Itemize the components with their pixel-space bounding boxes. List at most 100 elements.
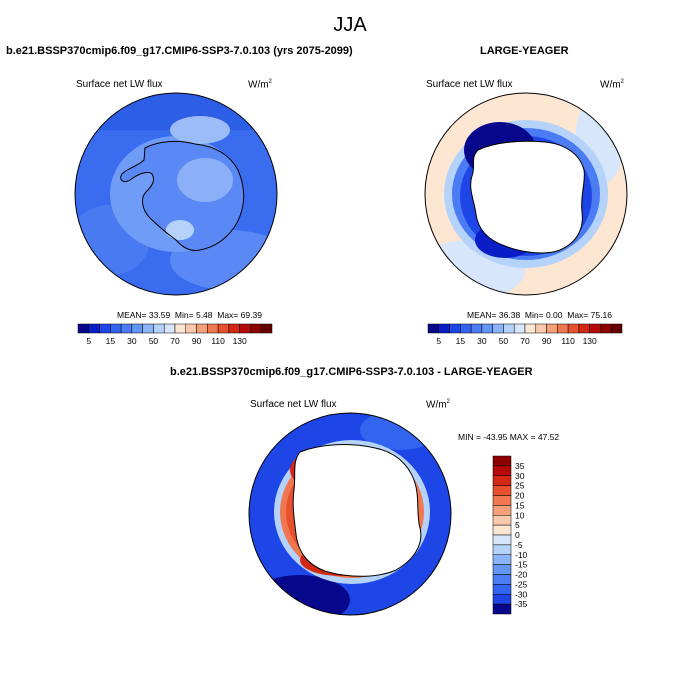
colorbar-tick-label: -5 xyxy=(515,540,523,550)
colorbar-tick-label: 30 xyxy=(515,471,525,481)
panel3-variable: Surface net LW flux xyxy=(250,399,337,410)
colorbar-tick-label: 15 xyxy=(106,336,116,346)
colorbar-tick-label: 110 xyxy=(561,336,575,346)
colorbar-swatch xyxy=(228,323,240,334)
colorbar-swatch xyxy=(131,323,143,334)
colorbar-swatch xyxy=(153,323,165,334)
colorbar-swatch xyxy=(185,323,197,334)
colorbar-swatch xyxy=(600,323,612,334)
panel1-title: b.e21.BSSP370cmip6.f09_g17.CMIP6-SSP3-7.… xyxy=(6,45,353,57)
colorbar-swatch xyxy=(578,323,590,334)
colorbar-panel2: 5 15 30 50 70 90 110 130 xyxy=(427,323,623,346)
colorbar-tick-label: 35 xyxy=(515,461,525,471)
colorbar-swatch xyxy=(492,524,512,536)
colorbar-swatch xyxy=(492,584,512,595)
colorbar-swatch xyxy=(589,323,601,334)
colorbar-swatch xyxy=(492,554,512,565)
panel2-units: W/m2 xyxy=(600,79,624,91)
colorbar-swatch xyxy=(524,323,537,334)
colorbar-swatch xyxy=(492,495,512,506)
colorbar-swatch xyxy=(492,534,512,546)
colorbar-swatch xyxy=(610,323,623,334)
colorbar-tick-label: -35 xyxy=(515,599,528,609)
colorbar-tick-label: 50 xyxy=(499,336,509,346)
figure-title: JJA xyxy=(333,14,367,36)
colorbar-tick-label: 15 xyxy=(456,336,466,346)
panel3-units: W/m2 xyxy=(426,399,450,411)
colorbar-swatch xyxy=(449,323,461,334)
colorbar-swatch xyxy=(460,323,472,334)
colorbar-swatch xyxy=(513,323,526,334)
colorbar-tick-label: -10 xyxy=(515,550,528,560)
colorbar-tick-label: 15 xyxy=(515,500,525,510)
panel2-stats: MEAN= 36.38 Min= 0.00 Max= 75.16 xyxy=(467,310,612,320)
colorbar-tick-label: -30 xyxy=(515,589,528,599)
colorbar-swatch xyxy=(492,475,512,486)
colorbar-tick-label: 90 xyxy=(542,336,552,346)
colorbar-swatch xyxy=(492,594,512,605)
colorbar-swatch xyxy=(239,323,251,334)
colorbar-tick-label: 130 xyxy=(233,336,247,346)
colorbar-tick-label: 0 xyxy=(515,530,520,540)
colorbar-panel1: 5 15 30 50 70 90 110 130 xyxy=(77,323,273,346)
colorbar-swatch xyxy=(99,323,111,334)
panel2-map xyxy=(424,92,628,296)
panel2-title: LARGE-YEAGER xyxy=(480,45,569,57)
colorbar-tick-label: -25 xyxy=(515,579,528,589)
colorbar-tick-label: 130 xyxy=(583,336,597,346)
colorbar-swatch xyxy=(120,323,133,334)
colorbar-swatch xyxy=(207,323,219,334)
colorbar-swatch xyxy=(503,323,515,334)
panel3-minmax: MIN = -43.95 MAX = 47.52 xyxy=(458,432,560,442)
colorbar-swatch xyxy=(557,323,569,334)
colorbar-swatch xyxy=(492,485,512,496)
colorbar-swatch xyxy=(427,323,440,334)
panel3-title: b.e21.BSSP370cmip6.f09_g17.CMIP6-SSP3-7.… xyxy=(170,366,533,378)
colorbar-tick-label: 110 xyxy=(211,336,225,346)
colorbar-swatch xyxy=(142,323,154,334)
colorbar-tick-label: -20 xyxy=(515,570,528,580)
colorbar-tick-label: 20 xyxy=(515,491,525,501)
panel1-map xyxy=(74,92,278,296)
colorbar-swatch xyxy=(174,323,187,334)
colorbar-tick-label: 25 xyxy=(515,481,525,491)
panel1-units: W/m2 xyxy=(248,79,272,91)
colorbar-tick-label: 30 xyxy=(127,336,137,346)
panel1-stats: MEAN= 33.59 Min= 5.48 Max= 69.39 xyxy=(117,310,262,320)
colorbar-tick-label: 90 xyxy=(192,336,202,346)
colorbar-swatch xyxy=(492,564,512,575)
colorbar-tick-label: 5 xyxy=(515,520,520,530)
colorbar-swatch xyxy=(567,323,580,334)
colorbar-swatch xyxy=(535,323,547,334)
colorbar-swatch xyxy=(492,323,504,334)
colorbar-swatch xyxy=(546,323,558,334)
colorbar-tick-label: 70 xyxy=(170,336,180,346)
colorbar-swatch xyxy=(470,323,483,334)
panel2-variable: Surface net LW flux xyxy=(426,79,513,90)
colorbar-swatch xyxy=(492,603,512,615)
colorbar-swatch xyxy=(492,455,512,467)
colorbar-swatch xyxy=(492,515,512,526)
colorbar-swatch xyxy=(492,574,512,585)
colorbar-tick-label: 70 xyxy=(520,336,530,346)
colorbar-swatch xyxy=(260,323,273,334)
colorbar-tick-label: 30 xyxy=(477,336,487,346)
colorbar-swatch xyxy=(163,323,176,334)
colorbar-swatch xyxy=(77,323,90,334)
colorbar-tick-label: -15 xyxy=(515,560,528,570)
colorbar-swatch xyxy=(88,323,100,334)
colorbar-swatch xyxy=(492,544,512,555)
colorbar-tick-label: 5 xyxy=(436,336,441,346)
colorbar-swatch xyxy=(217,323,230,334)
colorbar-tick-label: 5 xyxy=(86,336,91,346)
colorbar-swatch xyxy=(492,465,512,476)
colorbar-swatch xyxy=(110,323,122,334)
colorbar-swatch xyxy=(438,323,450,334)
colorbar-swatch xyxy=(250,323,262,334)
colorbar-tick-label: 50 xyxy=(149,336,159,346)
colorbar-swatch xyxy=(196,323,208,334)
colorbar-tick-label: 10 xyxy=(515,510,525,520)
colorbar-swatch xyxy=(481,323,493,334)
